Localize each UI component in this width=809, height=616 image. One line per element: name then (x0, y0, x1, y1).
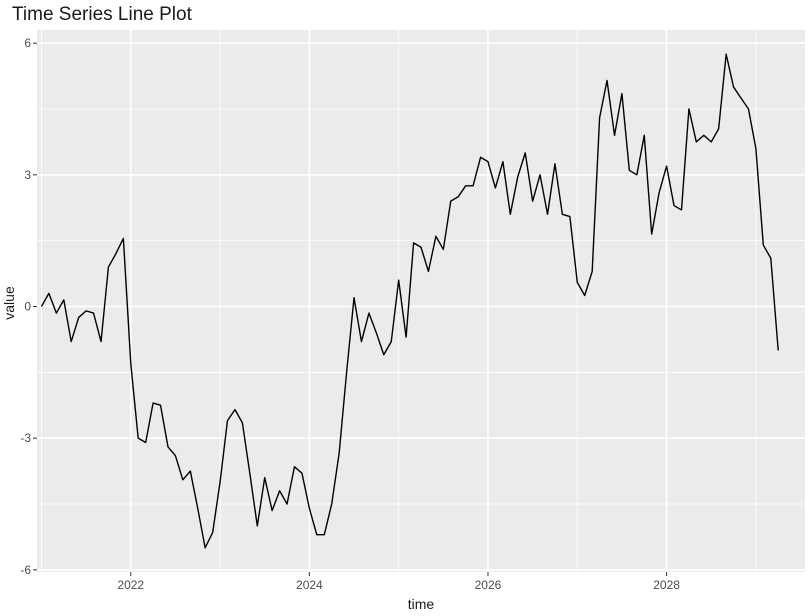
y-tick-label: 0 (24, 299, 31, 313)
series-line (40, 53, 779, 549)
x-axis-label: time (408, 596, 435, 612)
x-axis-ticks: 2022 2024 2026 2028 (117, 572, 680, 592)
plot-panel (37, 30, 805, 572)
x-tick-label: 2024 (296, 578, 323, 592)
y-axis-ticks: -6 -3 0 3 6 (20, 36, 37, 577)
chart-title: Time Series Line Plot (12, 4, 193, 25)
major-gridlines (37, 30, 805, 572)
y-tick-label: 6 (24, 36, 31, 50)
x-tick-label: 2026 (475, 578, 502, 592)
y-axis-label: value (1, 286, 17, 320)
y-tick-label: -3 (20, 431, 31, 445)
minor-gridlines (37, 30, 805, 572)
y-tick-label: -6 (20, 563, 31, 577)
y-tick-label: 3 (24, 168, 31, 182)
x-tick-label: 2022 (117, 578, 144, 592)
x-tick-label: 2028 (653, 578, 680, 592)
